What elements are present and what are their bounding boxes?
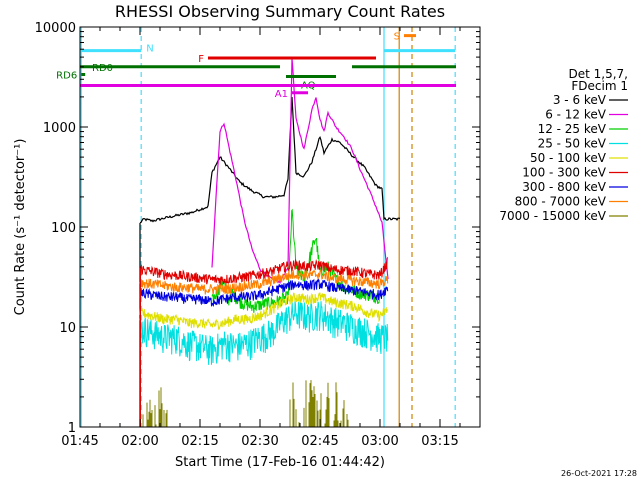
flag-label-9: A1 <box>275 89 288 100</box>
flag-label-3: F <box>198 54 204 65</box>
legend-label-7: 800 - 7000 keV <box>515 195 607 209</box>
series-2 <box>211 208 381 313</box>
series-5-line <box>139 257 389 285</box>
series-3-line <box>139 300 389 365</box>
series-6-line <box>139 278 389 307</box>
y-axis-label: Count Rate (s⁻¹ detector⁻¹) <box>13 139 28 316</box>
x-tick-label-4: 02:45 <box>301 434 338 449</box>
series-3 <box>139 300 389 365</box>
series-0 <box>139 96 401 427</box>
series-4-line <box>139 292 389 330</box>
legend-label-8: 7000 - 15000 keV <box>499 209 606 223</box>
series-1-line <box>211 58 389 285</box>
flag-label-0: N <box>146 44 153 55</box>
legend-label-1: 6 - 12 keV <box>545 108 607 122</box>
series-1 <box>211 58 389 285</box>
series-4 <box>139 292 389 330</box>
y-tick-label-2: 100 <box>51 221 76 236</box>
chart-title: RHESSI Observing Summary Count Rates <box>115 2 445 21</box>
y-tick-label-1: 10 <box>59 321 76 336</box>
flag-label-4: RD0 <box>92 63 113 74</box>
axis-layer: 01:45 02:00 02:15 02:30 02:45 03:00 03:15 1 10 10… <box>35 21 481 449</box>
y-tick-label-0: 1 <box>68 421 76 436</box>
y-tick-label-4: 10000 <box>35 21 76 36</box>
y-tick-label-3: 1000 <box>43 121 76 136</box>
x-tick-label-1: 02:00 <box>121 434 158 449</box>
flag-label-2: S <box>394 32 400 43</box>
flag-label-6: RD6 <box>56 70 77 81</box>
series-6 <box>139 278 389 307</box>
x-axis-label: Start Time (17-Feb-16 01:44:42) <box>175 455 385 470</box>
date-stamp: 26-Oct-2021 17:28 <box>561 469 637 478</box>
series-layer <box>139 58 401 427</box>
legend-label-0: 3 - 6 keV <box>553 93 607 107</box>
legend-header-0: Det 1,5,7, <box>569 67 629 81</box>
series-0-line <box>139 96 401 224</box>
x-tick-label-3: 02:30 <box>241 434 278 449</box>
legend-header-1: FDecim 1 <box>571 79 628 93</box>
legend-label-5: 100 - 300 keV <box>522 166 606 180</box>
series-5 <box>139 257 389 285</box>
legend-label-6: 300 - 800 keV <box>522 180 606 194</box>
x-tick-label-0: 01:45 <box>61 434 98 449</box>
series-7 <box>139 267 389 297</box>
x-tick-label-5: 03:00 <box>361 434 398 449</box>
series-7-line <box>139 267 389 297</box>
series-8 <box>142 380 349 427</box>
x-tick-label-2: 02:15 <box>181 434 218 449</box>
series-2-line <box>211 208 381 313</box>
legend-label-4: 50 - 100 keV <box>530 151 607 165</box>
marker-layer <box>80 27 456 427</box>
x-tick-label-6: 03:15 <box>421 434 458 449</box>
legend-label-3: 25 - 50 keV <box>538 137 607 151</box>
legend-label-2: 12 - 25 keV <box>538 122 607 136</box>
flag-layer: NSFRD0RD6AQA1 <box>56 32 456 100</box>
